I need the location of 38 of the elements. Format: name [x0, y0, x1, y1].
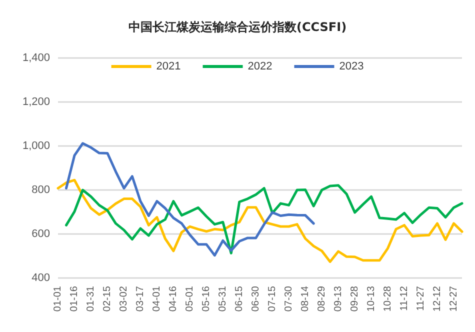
x-tick-label: 06-15 — [234, 286, 245, 312]
legend-label: 2022 — [248, 60, 272, 72]
x-tick-label: 04-01 — [151, 286, 162, 312]
x-tick-label: 08-14 — [300, 286, 311, 312]
x-tick-label: 02-15 — [102, 286, 113, 312]
x-tick-label: 07-15 — [266, 286, 278, 312]
x-tick-label: 10-28 — [382, 286, 394, 312]
x-tick-label: 12-27 — [448, 286, 460, 312]
x-tick-label: 01-16 — [68, 286, 80, 312]
legend-label: 2021 — [156, 60, 181, 72]
x-tick-label: 08-29 — [316, 286, 328, 312]
x-tick-label: 03-02 — [118, 286, 130, 312]
x-tick-label: 10-13 — [366, 286, 377, 312]
x-tick-label: 12-12 — [432, 286, 443, 312]
x-tick-label: 05-01 — [184, 286, 196, 312]
line-series — [56, 178, 464, 263]
x-tick-label: 05-16 — [200, 286, 212, 312]
y-tick-label: 1,200 — [22, 96, 50, 108]
x-tick-label: 09-28 — [349, 286, 360, 312]
y-tick-label: 1,400 — [22, 52, 50, 64]
x-tick-label: 04-16 — [168, 286, 179, 312]
x-tick-label: 11-27 — [415, 286, 426, 311]
y-tick-label: 800 — [32, 184, 50, 196]
chart-title: 中国长江煤炭运输综合运价指数(CCSFI) — [128, 20, 347, 34]
x-tick-label: 03-17 — [134, 286, 146, 312]
y-tick-label: 1,000 — [22, 140, 50, 152]
x-tick-label: 09-13 — [332, 286, 344, 312]
x-tick-label: 01-31 — [85, 286, 96, 312]
line-series — [64, 184, 464, 254]
line-series — [64, 142, 315, 257]
legend-label: 2023 — [339, 60, 364, 72]
x-tick-label: 06-30 — [250, 286, 262, 312]
x-tick-label: 05-31 — [217, 286, 228, 312]
x-tick-label: 07-30 — [283, 286, 294, 312]
y-tick-label: 600 — [32, 228, 50, 240]
y-tick-label: 400 — [32, 272, 50, 284]
x-tick-label: 11-12 — [398, 286, 410, 311]
x-tick-label: 01-01 — [52, 286, 64, 312]
